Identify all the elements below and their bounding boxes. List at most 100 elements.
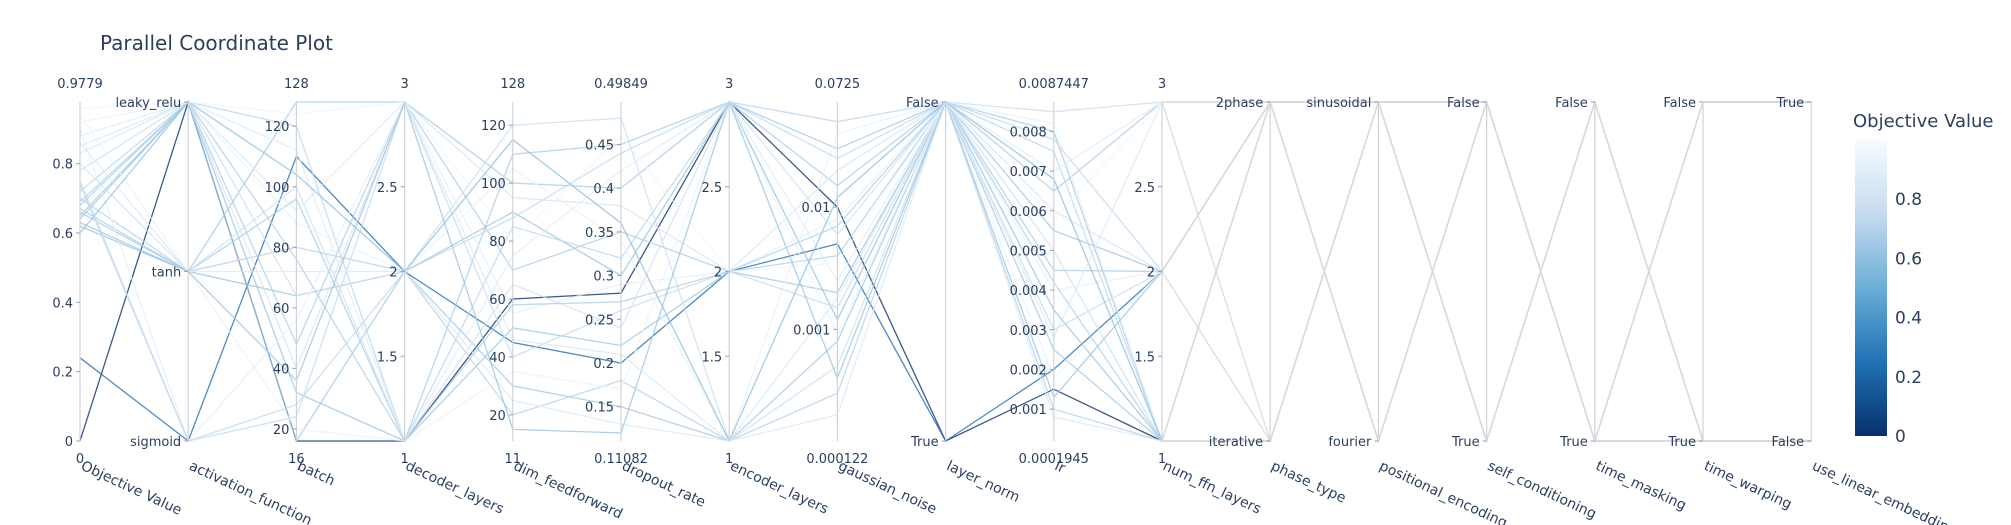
- tick-label: 0.8: [52, 158, 73, 173]
- tick-label: 0.007: [1010, 165, 1047, 180]
- tick-label: 0.006: [1010, 205, 1047, 220]
- category-label: leaky_relu: [115, 96, 181, 111]
- axis-min-label: 1: [725, 452, 733, 467]
- colorbar-tick-label: 0.8: [1895, 190, 1922, 210]
- tick-label: 2.5: [702, 181, 723, 196]
- axis-min-label: 0.0001945: [1019, 452, 1089, 467]
- category-label: True: [910, 435, 939, 450]
- tick-label: 100: [481, 177, 506, 192]
- axis-min-label: 0.000122: [806, 452, 868, 467]
- category-label: False: [1555, 96, 1588, 111]
- axis-max-label: 0.0725: [815, 77, 861, 92]
- tick-label: 120: [481, 119, 506, 134]
- axis-min-label: 11: [505, 452, 522, 467]
- axis-max-label: 3: [1158, 77, 1166, 92]
- axis-title: dim_feedforward: [511, 458, 625, 522]
- axis-title: gaussian_noise: [836, 458, 939, 518]
- axis: True False time_warping: [1663, 96, 1794, 513]
- axis-title: time_warping: [1701, 458, 1794, 513]
- category-label: False: [1447, 96, 1480, 111]
- axis-title: dropout_rate: [619, 458, 707, 511]
- tick-label: 0.003: [1010, 324, 1047, 339]
- axis-title: time_masking: [1593, 458, 1688, 514]
- axis-max-label: 3: [400, 77, 408, 92]
- axis-max-label: 128: [284, 77, 309, 92]
- axis-min-label: 0.11082: [594, 452, 648, 467]
- category-label: False: [906, 96, 939, 111]
- axis-min-label: 16: [288, 452, 305, 467]
- tick-label: 100: [265, 181, 290, 196]
- colorbar-tick-label: 0.2: [1895, 368, 1922, 388]
- tick-label: 0.45: [585, 138, 614, 153]
- tick-label: 40: [273, 362, 290, 377]
- tick-label: 60: [273, 302, 290, 317]
- tick-label: 1.5: [702, 350, 723, 365]
- axis-max-label: 128: [500, 77, 525, 92]
- tick-label: 0.005: [1010, 244, 1047, 259]
- category-label: False: [1772, 435, 1805, 450]
- tick-label: 2.5: [377, 181, 398, 196]
- axis-title: encoder_layers: [728, 458, 831, 517]
- category-label: iterative: [1209, 435, 1263, 450]
- tick-label: 80: [489, 235, 506, 250]
- tick-label: 2: [389, 266, 397, 281]
- axis-title: phase_type: [1269, 458, 1349, 507]
- axis-min-label: 0: [76, 452, 84, 467]
- colorbar-ticks: 0 0.2 0.4 0.6 0.8: [1895, 190, 1922, 447]
- tick-label: 0.25: [585, 313, 614, 328]
- axis-title: Objective Value: [78, 458, 184, 519]
- axis-max-label: 0.0087447: [1019, 77, 1089, 92]
- tick-label: 0.3: [593, 270, 614, 285]
- tick-label: 1.5: [377, 350, 398, 365]
- tick-label: 0.4: [593, 182, 614, 197]
- axis-min-label: 1: [1158, 452, 1166, 467]
- axis-max-label: 0.9779: [57, 77, 103, 92]
- axis-max-label: 0.49849: [594, 77, 648, 92]
- tick-label: 0.35: [585, 226, 614, 241]
- axis-title: batch: [295, 458, 338, 489]
- tick-label: 0.008: [1010, 126, 1047, 141]
- axis-min-label: 1: [400, 452, 408, 467]
- tick-label: 0: [65, 435, 73, 450]
- tick-label: 80: [273, 241, 290, 256]
- tick-label: 20: [273, 423, 290, 438]
- axis-title: num_ffn_layers: [1160, 458, 1263, 517]
- tick-label: 0.2: [593, 357, 614, 372]
- category-label: tanh: [152, 266, 182, 281]
- tick-label: 2.5: [1134, 181, 1155, 196]
- category-label: True: [1667, 435, 1696, 450]
- tick-label: 0.15: [585, 401, 614, 416]
- tick-label: 0.001: [793, 323, 830, 338]
- tick-label: 0.001: [1010, 403, 1047, 418]
- tick-label: 0.4: [52, 296, 73, 311]
- colorbar-tick-label: 0.6: [1895, 249, 1922, 269]
- tick-label: 120: [265, 120, 290, 135]
- colorbar-tick-label: 0.4: [1895, 309, 1922, 329]
- category-label: True: [1776, 96, 1805, 111]
- colorbar-gradient: [1855, 140, 1887, 436]
- colorbar-title: Objective Value: [1853, 111, 1994, 132]
- category-label: sinusoidal: [1306, 96, 1371, 111]
- tick-label: 20: [489, 409, 506, 424]
- category-label: sigmoid: [130, 435, 181, 450]
- axis-title: activation_function: [187, 458, 315, 525]
- tick-label: 0.004: [1010, 284, 1047, 299]
- colorbar-tick-label: 0: [1895, 427, 1906, 447]
- tick-label: 0.6: [52, 227, 73, 242]
- tick-label: 0.002: [1010, 363, 1047, 378]
- tick-label: 40: [489, 351, 506, 366]
- category-label: fourier: [1328, 435, 1372, 450]
- chart-title: Parallel Coordinate Plot: [100, 31, 333, 55]
- tick-label: 60: [489, 293, 506, 308]
- axis: True False time_masking: [1555, 96, 1688, 514]
- axis-title: use_linear_embedding: [1810, 458, 1960, 525]
- category-label: False: [1663, 96, 1696, 111]
- tick-label: 0.2: [52, 366, 73, 381]
- category-label: True: [1559, 435, 1588, 450]
- axis-max-label: 3: [725, 77, 733, 92]
- colorbar: Objective Value 0 0.2 0.4 0.6 0.8: [1853, 111, 1994, 447]
